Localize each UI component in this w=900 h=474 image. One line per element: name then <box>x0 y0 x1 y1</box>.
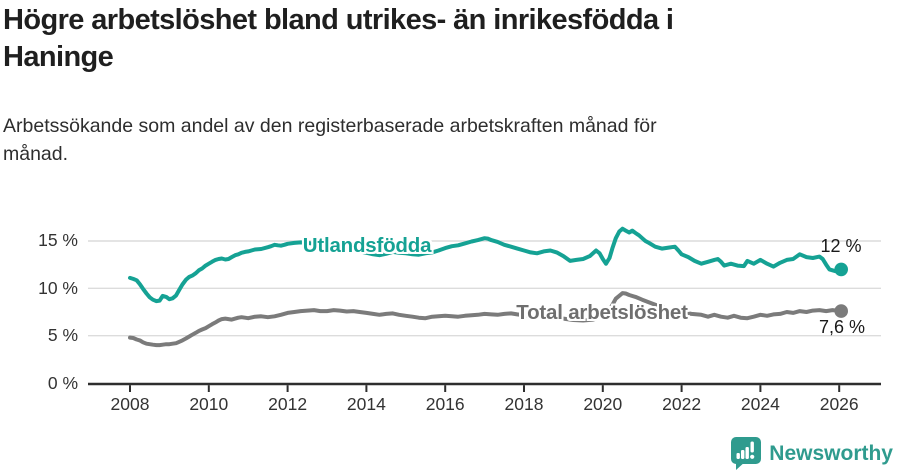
x-axis-label: 2010 <box>189 394 229 414</box>
y-axis-label: 10 % <box>38 277 78 298</box>
series-label-utlandsfodda: Utlandsfödda <box>302 234 432 257</box>
x-axis-label: 2014 <box>346 394 386 414</box>
end-value-label-utlandsfodda: 12 % <box>820 236 862 256</box>
line-chart: 0 % 5 % 10 % 15 % 2008 2010 2012 2014 2016 2018 2… <box>0 210 900 440</box>
x-axis-label: 2026 <box>819 394 859 414</box>
y-axis-label: 0 % <box>47 372 78 393</box>
plot-svg <box>88 226 881 392</box>
series-label-total-arbetsloshet: Total arbetslöshet <box>516 301 688 324</box>
y-axis-label: 15 % <box>38 230 78 251</box>
end-value-label-total: 7,6 % <box>818 317 866 337</box>
x-axis-label: 2008 <box>110 394 150 414</box>
x-axis-label: 2020 <box>583 394 623 414</box>
chart-title: Högre arbetslöshet bland utrikes- än inr… <box>3 4 674 73</box>
brand-footer: Newsworthy <box>731 437 893 470</box>
x-axis-label: 2024 <box>740 394 780 414</box>
x-axis-label: 2016 <box>425 394 465 414</box>
y-axis-label: 5 % <box>47 325 78 346</box>
x-axis-label: 2018 <box>504 394 544 414</box>
x-axis-label: 2022 <box>662 394 702 414</box>
newsworthy-logo-icon <box>731 437 762 470</box>
x-axis-label: 2012 <box>268 394 308 414</box>
brand-name: Newsworthy <box>769 441 893 465</box>
chart-subtitle: Arbetssökande som andel av den registerb… <box>3 115 657 165</box>
